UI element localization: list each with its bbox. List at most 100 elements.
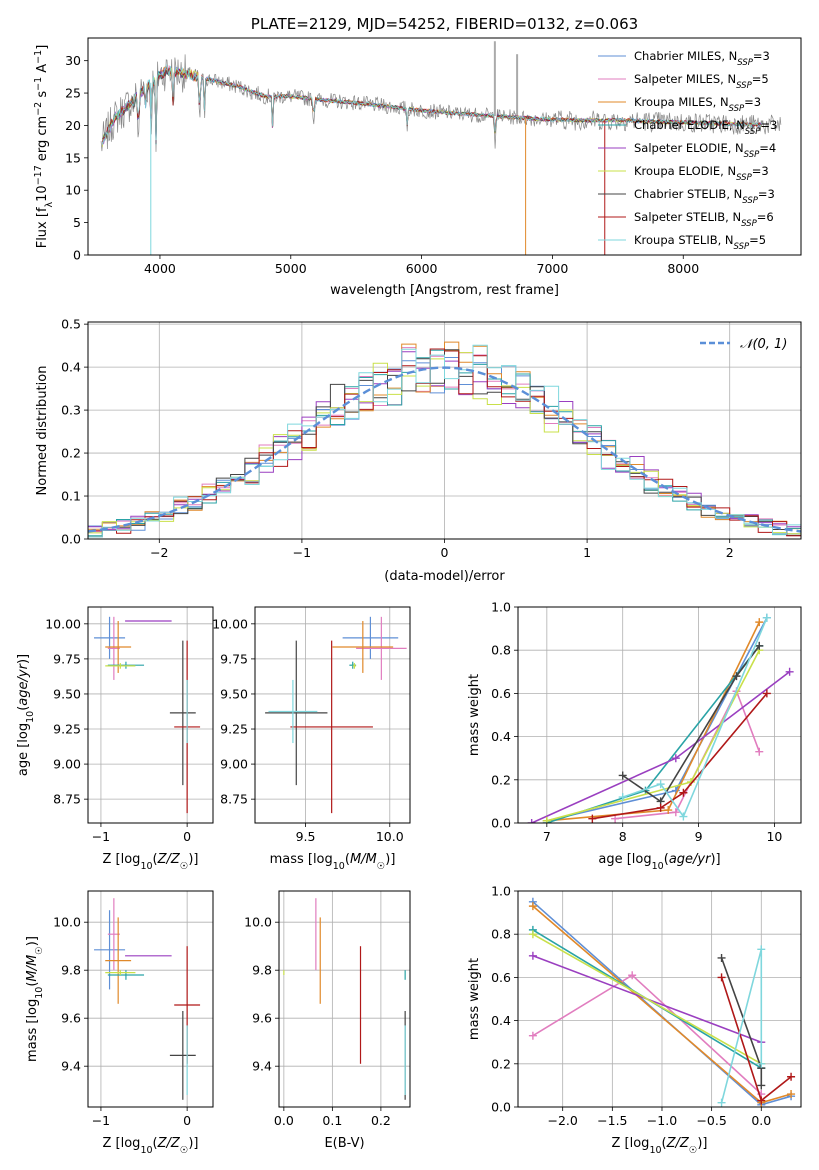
y-tick-label: 10	[65, 183, 81, 198]
weight-point	[787, 1072, 796, 1081]
y-tick-label: 0.1	[61, 489, 81, 504]
x-tick-label: 9	[695, 829, 703, 844]
legend-entry: Salpeter MILES, NSSP=5	[634, 72, 769, 91]
errorbars	[265, 616, 407, 814]
chart-title: PLATE=2129, MJD=54252, FIBERID=0132, z=0…	[251, 15, 638, 33]
weight-point	[757, 1059, 766, 1068]
plot-frame	[278, 890, 411, 1108]
model-spectrum	[102, 63, 763, 145]
x-tick-label: 5000	[275, 261, 307, 276]
axes-spectrum: 4000 5000 6000 7000 8000 0 5 10 15 20 25 30 PLATE=21…	[33, 15, 802, 298]
y-tick-label: 0.5	[61, 317, 81, 332]
weight-point	[757, 945, 766, 954]
weight-point	[588, 814, 597, 823]
y-tick-label: 0.6	[491, 686, 511, 701]
y-tick-label: 0.4	[491, 1013, 511, 1028]
x-tick-label: 0	[183, 1113, 191, 1128]
weight-point	[762, 613, 771, 622]
weight-point	[762, 689, 771, 698]
weight-point	[528, 902, 537, 911]
weight-point	[671, 754, 680, 763]
y-axis-label: age [log10(age/yr)]	[16, 654, 36, 776]
x-tick-label: 0.0	[751, 1113, 771, 1128]
weight-point	[755, 641, 764, 650]
x-tick-label: 0.1	[322, 1113, 342, 1128]
y-tick-label: 9.4	[252, 1059, 272, 1074]
weight-point	[656, 780, 665, 789]
legend-entry: Chabrier STELIB, NSSP=3	[634, 187, 775, 206]
y-tick-label: 25	[65, 86, 81, 101]
x-tick-label: −1.5	[597, 1113, 627, 1128]
x-tick-label: 4000	[144, 261, 176, 276]
x-tick-label: 0	[441, 545, 449, 560]
y-tick-label: 9.8	[252, 963, 272, 978]
y-tick-label: 0.6	[491, 970, 511, 985]
x-axis-label: (data-model)/error	[384, 569, 505, 584]
plot-frame	[87, 890, 214, 1108]
weight-point	[717, 1098, 726, 1107]
y-tick-label: 10.0	[244, 915, 272, 930]
legend-entry: Salpeter STELIB, NSSP=6	[634, 210, 774, 229]
weight-point	[618, 771, 627, 780]
y-tick-label: 8.75	[220, 792, 248, 807]
histograms	[88, 341, 801, 538]
x-tick-label: −1	[92, 1113, 110, 1128]
y-tick-label: 0.8	[491, 927, 511, 942]
x-tick-label: 6000	[406, 261, 438, 276]
x-tick-label: 7	[543, 829, 551, 844]
x-axis-label: Z [log10(Z/Z☉)]	[103, 852, 199, 872]
y-tick-label: 9.75	[53, 651, 81, 666]
x-tick-label: 2	[726, 545, 734, 560]
weight-point	[656, 803, 665, 812]
y-tick-label: 10.00	[45, 616, 81, 631]
weight-point	[679, 788, 688, 797]
axes-residuals: −2 −1 0 1 2 0.0 0.1 0.2 0.3 0.4 0.5 (data-model)/er…	[35, 317, 802, 584]
weight-point	[611, 814, 620, 823]
weight-point	[527, 819, 536, 823]
errorbars	[283, 898, 406, 1100]
x-tick-label: −2	[150, 545, 168, 560]
y-tick-label: 0.2	[491, 772, 511, 787]
weight-point	[528, 951, 537, 960]
weight-point	[787, 1090, 796, 1099]
x-tick-label: 1	[583, 545, 591, 560]
y-tick-label: 9.6	[61, 1011, 81, 1026]
errorbars	[94, 616, 201, 814]
y-tick-label: 10.00	[212, 616, 248, 631]
weight-lines	[528, 897, 796, 1107]
spectrum-lines	[100, 41, 782, 255]
legend-entry: Kroupa ELODIE, NSSP=3	[634, 164, 769, 183]
axes-weight_vs_Z: −2.0 −1.5 −1.0 −0.5 0.0 0.0 0.2 0.4 0.6 0.8 1.0 Z […	[467, 884, 802, 1156]
y-tick-label: 10.0	[53, 915, 81, 930]
weight-point	[757, 1096, 766, 1105]
plot-frame	[87, 606, 214, 824]
y-tick-label: 1.0	[491, 884, 511, 899]
y-tick-label: 0.0	[61, 532, 81, 547]
legend-entry: Kroupa MILES, NSSP=3	[634, 95, 761, 114]
plot-frame	[517, 890, 802, 1108]
y-tick-label: 9.8	[61, 963, 81, 978]
x-tick-label: 10	[766, 829, 782, 844]
weight-point	[732, 672, 741, 681]
weight-line	[720, 977, 792, 1102]
y-tick-label: 1.0	[491, 600, 511, 615]
weight-point	[618, 793, 627, 802]
legend-entry: Salpeter ELODIE, NSSP=4	[634, 141, 776, 160]
y-tick-label: 20	[65, 118, 81, 133]
x-tick-label: 0	[183, 829, 191, 844]
weight-point	[528, 930, 537, 939]
x-tick-label: 9.5	[296, 829, 316, 844]
x-tick-label: 8	[619, 829, 627, 844]
weight-point	[664, 806, 673, 815]
y-tick-label: 0.4	[491, 729, 511, 744]
y-tick-label: 0.8	[491, 643, 511, 658]
x-tick-label: 0.0	[274, 1113, 294, 1128]
weight-line	[532, 933, 762, 1065]
y-tick-label: 9.4	[61, 1059, 81, 1074]
x-axis-label: Z [log10(Z/Z☉)]	[103, 1136, 199, 1156]
errorbars	[94, 898, 201, 1100]
x-tick-label: 8000	[667, 261, 699, 276]
y-tick-label: 8.75	[53, 792, 81, 807]
x-tick-label: −0.5	[696, 1113, 726, 1128]
